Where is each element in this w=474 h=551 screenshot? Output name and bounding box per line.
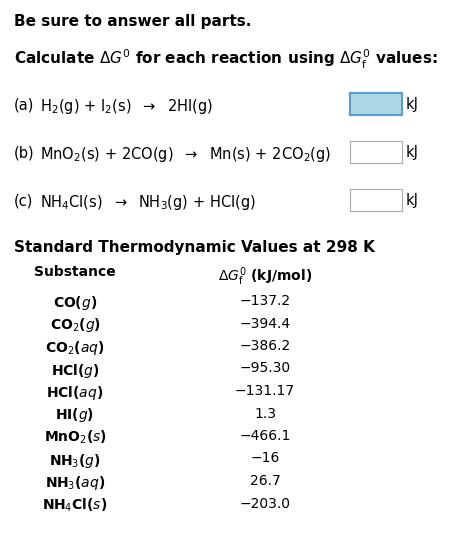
Text: HCl($g$): HCl($g$) (51, 361, 100, 380)
Text: MnO$_2$(s) + 2CO(g)  $\rightarrow$  Mn(s) + 2CO$_2$(g): MnO$_2$(s) + 2CO(g) $\rightarrow$ Mn(s) … (40, 145, 331, 164)
Bar (350, 93, 402, 115)
Text: CO$_2$($aq$): CO$_2$($aq$) (45, 339, 105, 357)
Text: kJ: kJ (406, 193, 419, 208)
Text: −386.2: −386.2 (239, 339, 291, 353)
Text: 1.3: 1.3 (254, 407, 276, 420)
Text: MnO$_2$($s$): MnO$_2$($s$) (44, 429, 107, 446)
Text: Be sure to answer all parts.: Be sure to answer all parts. (14, 14, 251, 29)
Text: H$_2$(g) + I$_2$(s)  $\rightarrow$  2HI(g): H$_2$(g) + I$_2$(s) $\rightarrow$ 2HI(g) (40, 97, 213, 116)
Text: NH$_4$Cl($s$): NH$_4$Cl($s$) (42, 496, 108, 514)
Text: −394.4: −394.4 (239, 316, 291, 331)
Text: −203.0: −203.0 (239, 496, 291, 510)
Text: −137.2: −137.2 (239, 294, 291, 308)
Text: NH$_4$Cl(s)  $\rightarrow$  NH$_3$(g) + HCl(g): NH$_4$Cl(s) $\rightarrow$ NH$_3$(g) + HC… (40, 193, 256, 212)
Text: (b): (b) (14, 145, 35, 160)
Text: −95.30: −95.30 (239, 361, 291, 375)
Text: NH$_3$($aq$): NH$_3$($aq$) (45, 474, 105, 492)
Text: −466.1: −466.1 (239, 429, 291, 443)
Text: (a): (a) (14, 97, 35, 112)
Text: (c): (c) (14, 193, 33, 208)
Text: kJ: kJ (406, 97, 419, 112)
Text: HI($g$): HI($g$) (55, 407, 94, 424)
Text: Substance: Substance (34, 265, 116, 279)
Text: NH$_3$($g$): NH$_3$($g$) (49, 451, 101, 469)
Text: $\Delta G^0_{\rm f}$ (kJ/mol): $\Delta G^0_{\rm f}$ (kJ/mol) (218, 265, 312, 288)
Text: −131.17: −131.17 (235, 384, 295, 398)
Text: 26.7: 26.7 (250, 474, 281, 488)
Text: Standard Thermodynamic Values at 298 K: Standard Thermodynamic Values at 298 K (14, 240, 375, 255)
Text: Calculate $\Delta G^0$ for each reaction using $\Delta G^0_{\rm f}$ values:: Calculate $\Delta G^0$ for each reaction… (14, 48, 438, 71)
Text: kJ: kJ (406, 145, 419, 160)
Bar (350, 141, 402, 163)
Text: CO$_2$($g$): CO$_2$($g$) (49, 316, 100, 334)
Text: CO($g$): CO($g$) (53, 294, 97, 312)
Text: −16: −16 (250, 451, 280, 466)
Text: HCl($aq$): HCl($aq$) (46, 384, 104, 402)
Bar (350, 189, 402, 211)
